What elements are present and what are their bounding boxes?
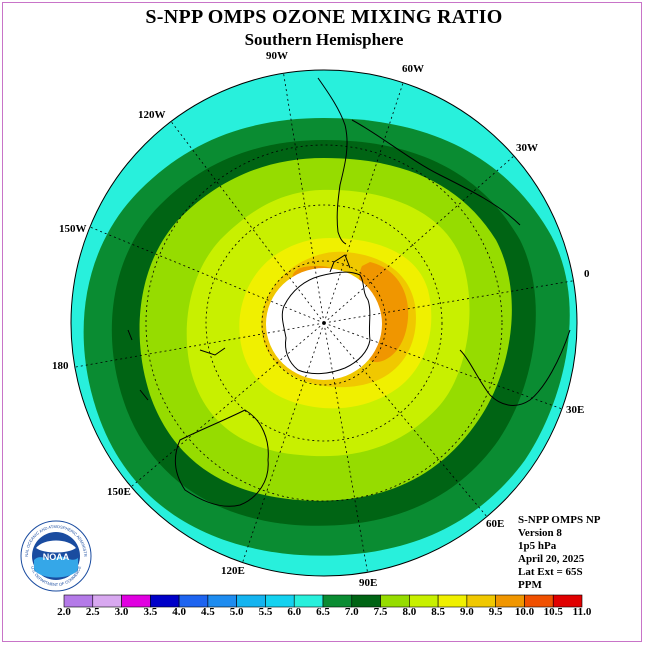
lon-label-90e: 90E (359, 577, 378, 589)
figure-subtitle: Southern Hemisphere (244, 30, 404, 49)
info-version: Version 8 (518, 527, 562, 539)
figure-title: S-NPP OMPS OZONE MIXING RATIO (145, 6, 503, 28)
colorbar-tick-label: 2.0 (57, 606, 71, 618)
noaa-logo-text: NOAA (43, 552, 70, 562)
coast-south-america (317, 77, 348, 245)
info-block: S-NPP OMPS NP Version 8 1p5 hPa April 20… (518, 514, 601, 592)
colorbar-tick-label: 9.5 (488, 606, 503, 618)
colorbar-tick-label: 7.5 (373, 606, 388, 618)
colorbar-tick-label: 2.5 (85, 606, 100, 618)
lon-label-0: 0 (584, 268, 590, 280)
lon-label-90w: 90W (266, 50, 288, 62)
colorbar-tick-label: 8.0 (402, 606, 417, 618)
colorbar-tick-label: 10.5 (543, 606, 563, 618)
colorbar-tick-label: 3.0 (114, 606, 129, 618)
lon-label-120w: 120W (138, 109, 166, 121)
lon-label-60w: 60W (402, 63, 424, 75)
info-lat-ext: Lat Ext = 65S (518, 566, 583, 578)
info-level: 1p5 hPa (518, 540, 557, 552)
colorbar-tick-label: 5.5 (258, 606, 273, 618)
coast-australia (174, 409, 269, 507)
coastlines (127, 77, 571, 507)
colorbar-tick-label: 6.0 (287, 606, 302, 618)
info-date: April 20, 2025 (518, 553, 585, 565)
colorbar-tick-label: 4.5 (201, 606, 215, 618)
colorbar-tick-label: 6.5 (316, 606, 330, 618)
lon-label-150w: 150W (59, 223, 87, 235)
colorbar-tick-label: 8.5 (431, 606, 445, 618)
coast-antarctica (281, 271, 371, 375)
coast-new-zealand (199, 347, 226, 356)
lon-label-30w: 30W (516, 142, 538, 154)
info-instrument: S-NPP OMPS NP (518, 514, 601, 526)
colorbar-tick-label: 3.5 (143, 606, 158, 618)
lon-label-150e: 150E (107, 486, 131, 498)
info-units: PPM (518, 579, 542, 591)
colorbar-tick-label: 11.0 (572, 606, 592, 618)
lon-label-30e: 30E (566, 404, 585, 416)
colorbar-tick-label: 10.0 (514, 606, 535, 618)
coast-africa (459, 329, 571, 406)
map-boundary (70, 69, 578, 577)
colorbar-tick-label: 5.0 (229, 606, 244, 618)
lon-label-60e: 60E (486, 518, 505, 530)
lon-label-180: 180 (52, 360, 69, 372)
noaa-logo: NOAA NATIONAL OCEANIC AND ATMOSPHERIC AD… (20, 520, 92, 592)
colorbar-tick-label: 7.0 (344, 606, 359, 618)
figure-frame (2, 2, 642, 642)
colorbar-tick-label: 9.0 (460, 606, 474, 618)
south-pole-marker (322, 321, 326, 325)
graticule (71, 70, 577, 576)
lon-label-120e: 120E (221, 565, 245, 577)
colorbar-tick-label: 4.0 (172, 606, 186, 618)
